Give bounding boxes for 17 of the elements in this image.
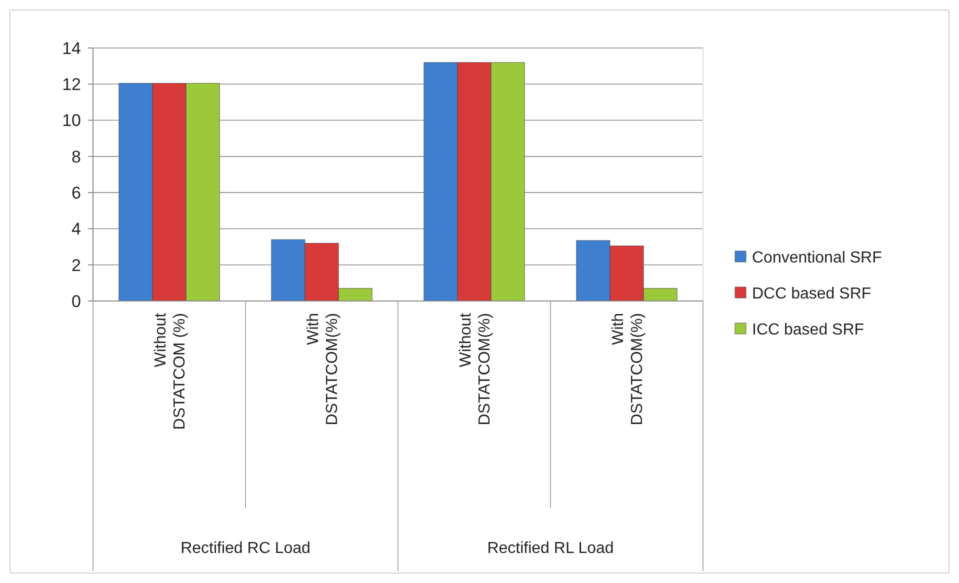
y-tick-label: 10 bbox=[62, 111, 81, 130]
y-tick-label: 14 bbox=[62, 38, 81, 58]
y-tick-label: 0 bbox=[72, 292, 81, 311]
legend-label: ICC based SRF bbox=[752, 322, 864, 339]
text: Rectified RL Load bbox=[487, 540, 614, 557]
y-tick-label: 4 bbox=[72, 220, 81, 239]
y-tick-label: 12 bbox=[62, 75, 81, 94]
y-tick-label: 2 bbox=[72, 256, 81, 275]
y-tick-label: 8 bbox=[72, 147, 81, 166]
text: Rectified RC Load bbox=[180, 540, 310, 557]
x-tick-label: Without DSTATCOM (%) bbox=[152, 312, 188, 430]
x-tick-label: Without DSTATCOM(%) bbox=[457, 312, 494, 426]
x-tick-label: With DSTATCOM(%) bbox=[304, 313, 341, 426]
y-tick-label: 6 bbox=[72, 184, 81, 203]
legend-label: DCC based SRF bbox=[752, 286, 872, 303]
x-tick-label: With DSTATCOM(%) bbox=[610, 313, 646, 426]
legend-label: Conventional SRF bbox=[752, 250, 882, 267]
